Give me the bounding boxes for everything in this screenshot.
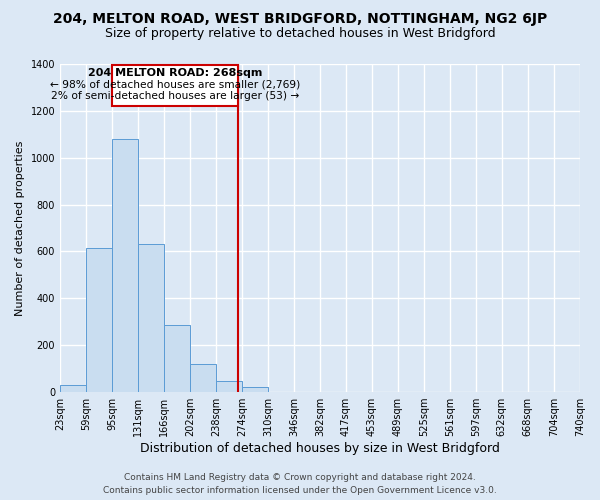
X-axis label: Distribution of detached houses by size in West Bridgford: Distribution of detached houses by size …	[140, 442, 500, 455]
Bar	[112, 65, 238, 106]
Bar	[86, 248, 112, 392]
Text: 204, MELTON ROAD, WEST BRIDGFORD, NOTTINGHAM, NG2 6JP: 204, MELTON ROAD, WEST BRIDGFORD, NOTTIN…	[53, 12, 547, 26]
Text: 204 MELTON ROAD: 268sqm: 204 MELTON ROAD: 268sqm	[88, 68, 262, 78]
Text: ← 98% of detached houses are smaller (2,769): ← 98% of detached houses are smaller (2,…	[50, 80, 300, 90]
Y-axis label: Number of detached properties: Number of detached properties	[15, 140, 25, 316]
Bar	[164, 326, 190, 392]
Bar	[216, 381, 242, 392]
Bar	[242, 388, 268, 392]
Bar	[60, 385, 86, 392]
Text: 2% of semi-detached houses are larger (53) →: 2% of semi-detached houses are larger (5…	[51, 91, 299, 101]
Bar	[112, 139, 139, 392]
Bar	[139, 244, 164, 392]
Text: Contains HM Land Registry data © Crown copyright and database right 2024.
Contai: Contains HM Land Registry data © Crown c…	[103, 474, 497, 495]
Bar	[190, 364, 216, 392]
Text: Size of property relative to detached houses in West Bridgford: Size of property relative to detached ho…	[104, 28, 496, 40]
